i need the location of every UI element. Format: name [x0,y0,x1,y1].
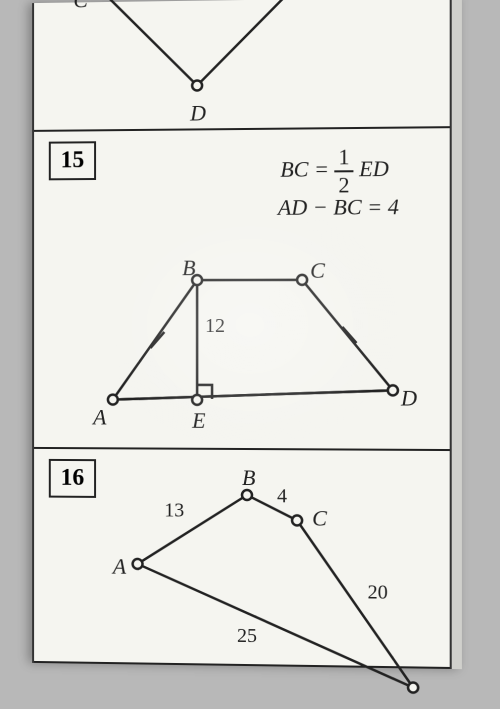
page-container: D C 15 BC = 1 2 ED AD − BC = 4 [32,0,462,669]
page-right-edge [450,0,462,669]
formula-rhs: ED [359,156,389,181]
vertex-label-C-top: C [73,0,87,13]
value-12: 12 [205,315,225,338]
value-13: 13 [164,499,184,522]
vertex-label-C-15: C [310,258,325,284]
vertex-label-B-15: B [182,255,195,281]
frac-num: 1 [334,144,353,172]
value-4: 4 [277,485,287,508]
cell-problem-16: 16 A B C 13 4 20 25 [34,449,462,669]
vertex-label-C-16: C [312,506,327,532]
fraction: 1 2 [334,144,353,198]
formula-lhs: BC [280,157,308,182]
vertex-label-B-16: B [242,465,255,491]
diagram-15 [73,219,433,436]
formula-15-2: AD − BC = 4 [278,194,399,221]
value-25: 25 [237,625,257,648]
vertex-label-D-top: D [190,100,206,126]
diagram-16 [83,469,454,708]
formula-15-1: BC = 1 2 ED [280,144,389,199]
diagram-top-fragment [83,0,332,136]
problem-number-15: 15 [49,141,96,180]
value-20: 20 [368,581,388,604]
vertex-label-A-16: A [113,554,126,580]
vertex-label-A-15: A [93,405,106,431]
cell-problem-15: 15 BC = 1 2 ED AD − BC = 4 [34,128,462,451]
vertex-label-D-15: D [401,385,417,411]
cell-top-fragment: D C [34,0,462,132]
vertex-label-E-15: E [192,408,205,434]
formula-eq: = [314,156,334,181]
